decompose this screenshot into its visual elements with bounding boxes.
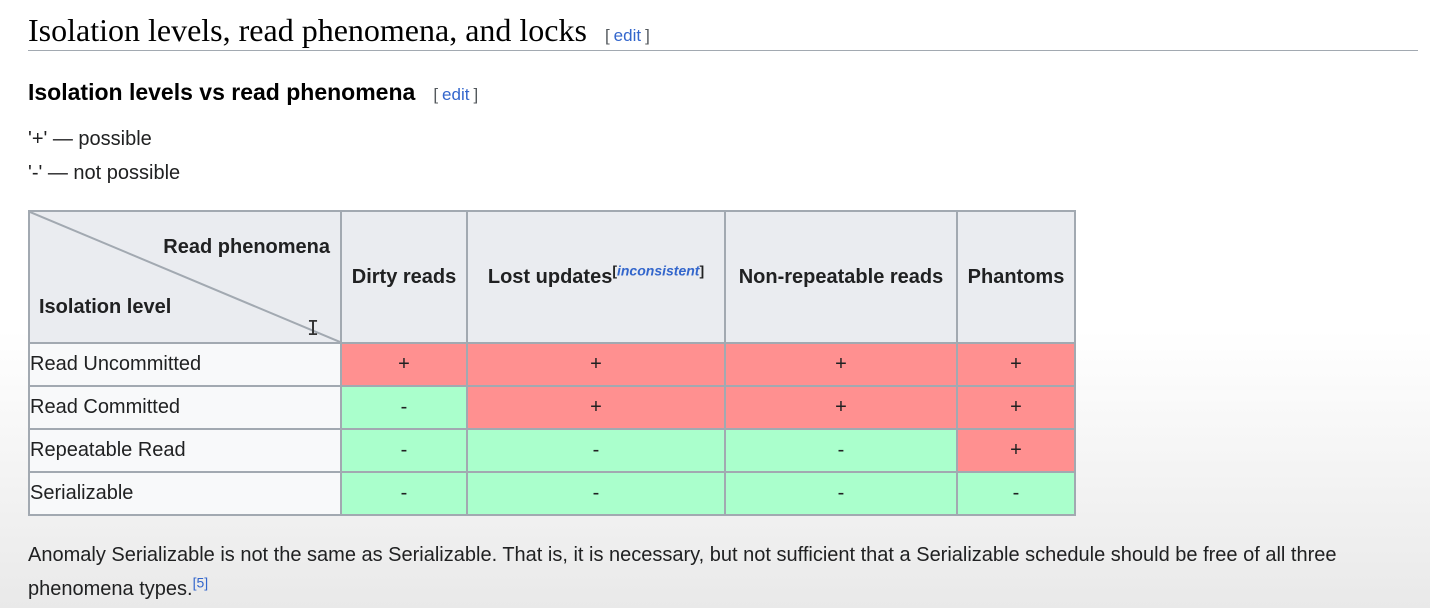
cell-dirty-reads: - <box>340 471 468 516</box>
col-header-lost-updates: Lost updates[inconsistent] <box>466 210 726 344</box>
row-label: Serializable <box>28 471 342 516</box>
sup-bracket-close: ] <box>699 261 705 278</box>
inconsistent-link[interactable]: inconsistent <box>616 261 700 278</box>
cell-dirty-reads: - <box>340 385 468 430</box>
section-edit-link[interactable]: edit <box>613 26 642 45</box>
edit-bracket-close: ] <box>645 26 650 45</box>
cell-non-repeatable-reads: - <box>724 471 958 516</box>
edit-bracket-open: [ <box>433 85 439 104</box>
cell-phantoms: + <box>956 385 1076 430</box>
cell-lost-updates: - <box>466 428 726 473</box>
edit-bracket-open: [ <box>604 26 610 45</box>
col-label: Lost updates <box>487 265 613 288</box>
subsection-title: Isolation levels vs read phenomena <box>28 79 416 105</box>
section-heading: Isolation levels, read phenomena, and lo… <box>28 10 1418 51</box>
row-label: Read Uncommitted <box>28 342 342 387</box>
cell-non-repeatable-reads: - <box>724 428 958 473</box>
cell-lost-updates: + <box>466 342 726 387</box>
corner-isolation-level: Isolation level <box>39 296 172 318</box>
corner-read-phenomena: Read phenomena <box>163 236 330 258</box>
col-header-non-repeatable-reads: Non-repeatable reads <box>724 210 958 344</box>
cell-dirty-reads: + <box>340 342 468 387</box>
subsection-heading: Isolation levels vs read phenomena [edit] <box>28 76 478 108</box>
edit-bracket-close: ] <box>473 85 479 104</box>
row-label: Repeatable Read <box>28 428 342 473</box>
col-label: Phantoms <box>967 265 1065 288</box>
cell-non-repeatable-reads: + <box>724 385 958 430</box>
table-row: Repeatable Read - - - + <box>28 428 1076 473</box>
table-row: Serializable - - - - <box>28 471 1076 516</box>
corner-header: Read phenomena Isolation level <box>28 210 342 344</box>
cell-lost-updates: + <box>466 385 726 430</box>
table-header-row: Read phenomena Isolation level Dirty rea… <box>28 210 1076 344</box>
cell-phantoms: - <box>956 471 1076 516</box>
footnote-text: Anomaly Serializable is not the same as … <box>28 544 1337 600</box>
sup-bracket-open: [ <box>612 261 617 278</box>
footnote-paragraph: Anomaly Serializable is not the same as … <box>28 538 1423 606</box>
table-row: Read Uncommitted + + + + <box>28 342 1076 387</box>
diagonal-line <box>30 212 340 342</box>
row-label: Read Committed <box>28 385 342 430</box>
legend-possible: '+' — possible <box>28 128 152 150</box>
subsection-edit-link[interactable]: edit <box>442 85 470 104</box>
cell-non-repeatable-reads: + <box>724 342 958 387</box>
text-cursor-icon: I <box>307 316 320 340</box>
table-row: Read Committed - + + + <box>28 385 1076 430</box>
cell-dirty-reads: - <box>340 428 468 473</box>
section-edit: [edit] <box>605 26 650 45</box>
legend-not-possible: '-' — not possible <box>28 162 181 184</box>
col-label: Dirty reads <box>351 265 457 288</box>
section-title: Isolation levels, read phenomena, and lo… <box>28 12 587 48</box>
footnote-ref-link[interactable]: [5] <box>192 574 209 591</box>
cell-phantoms: + <box>956 428 1076 473</box>
subsection-edit: [edit] <box>433 85 478 104</box>
col-label: Non-repeatable reads <box>738 265 944 288</box>
inconsistent-tag: [inconsistent] <box>612 262 704 278</box>
isolation-table: Read phenomena Isolation level Dirty rea… <box>28 210 1076 516</box>
col-header-phantoms: Phantoms <box>956 210 1076 344</box>
cell-phantoms: + <box>956 342 1076 387</box>
cell-lost-updates: - <box>466 471 726 516</box>
col-header-dirty-reads: Dirty reads <box>340 210 468 344</box>
